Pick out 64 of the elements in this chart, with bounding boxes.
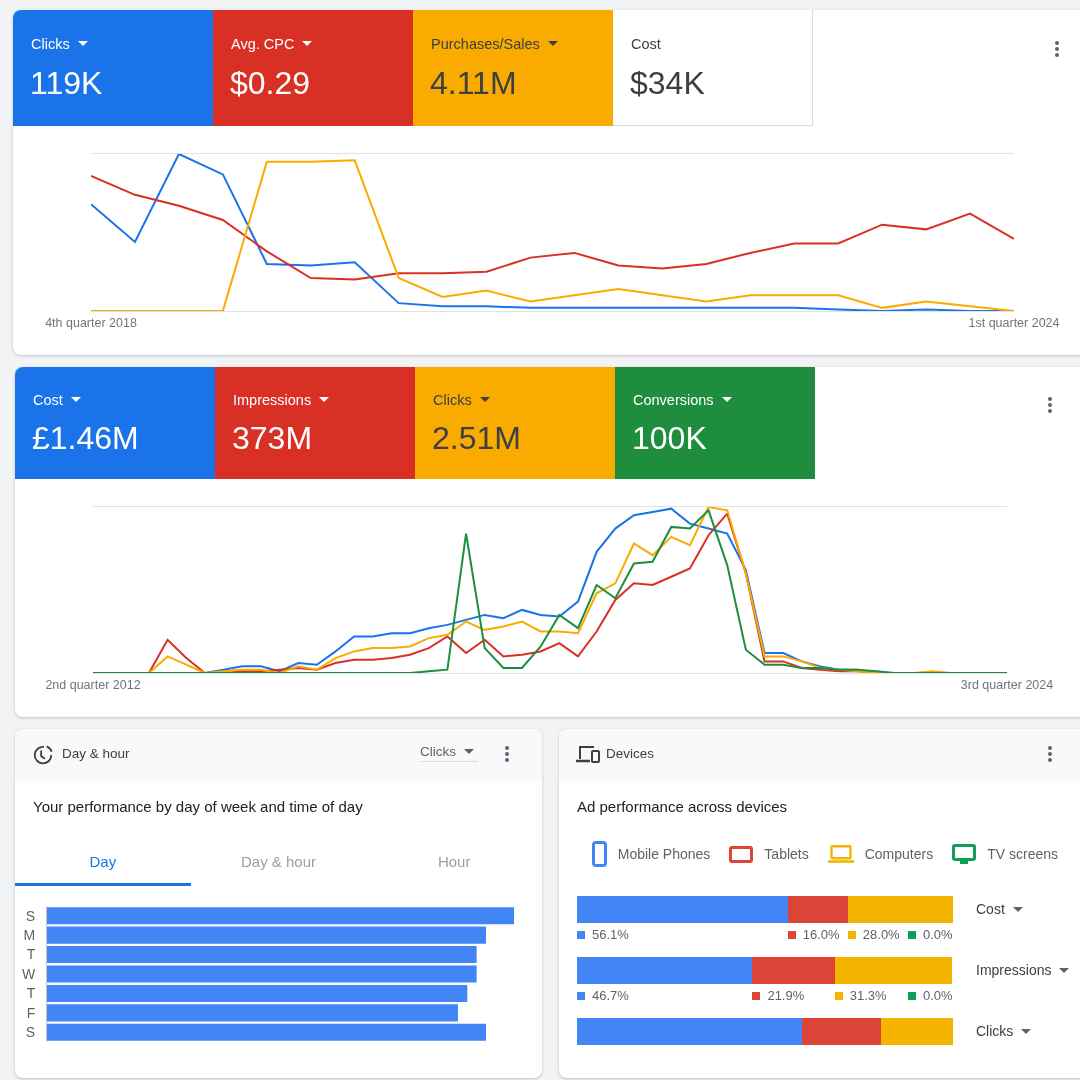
bar	[802, 1017, 882, 1046]
bar	[834, 956, 953, 985]
x-tick-label: 4th quarter 2018	[45, 316, 137, 330]
bar	[47, 907, 514, 925]
text: Avg. CPC	[231, 35, 295, 52]
text: $0.29	[230, 64, 311, 102]
text: Impressions	[233, 391, 312, 408]
data-label: 31.3%	[849, 988, 887, 1003]
text: 373M	[232, 419, 313, 457]
text: Hour	[436, 853, 472, 870]
text: £1.46M	[32, 419, 139, 457]
y-tick-label: Cost	[976, 901, 1005, 918]
bar	[47, 984, 468, 1002]
text: Clicks	[433, 391, 472, 408]
chart-title: Devices	[606, 746, 655, 761]
bar	[881, 1017, 953, 1046]
data-label: 16.0%	[802, 927, 840, 942]
x-tick-label: 3rd quarter 2024	[960, 678, 1054, 692]
x-tick-label: 1st quarter 2024	[968, 316, 1060, 330]
text: Conversions	[633, 391, 714, 408]
y-tick-label: W	[21, 965, 36, 982]
legend-label: Mobile Phones	[617, 846, 711, 862]
bar	[47, 926, 486, 944]
x-tick-label: 2nd quarter 2012	[45, 678, 141, 692]
data-label: 0.0%	[923, 927, 953, 942]
text: Day	[88, 853, 118, 870]
bar	[577, 895, 788, 924]
bar	[787, 895, 848, 924]
text: Clicks	[420, 744, 456, 759]
legend-label: TV screens	[987, 846, 1058, 862]
text: 4.11M	[430, 64, 517, 102]
bar	[577, 1017, 803, 1046]
chart-subtitle: Your performance by day of week and time of day	[33, 798, 363, 815]
text: Purchases/Sales	[431, 35, 540, 52]
data-label: 0.0%	[923, 988, 953, 1003]
data-label: 28.0%	[862, 927, 900, 942]
chart-subtitle: Ad performance across devices	[577, 798, 788, 815]
y-tick-label: M	[23, 927, 36, 944]
bar	[47, 946, 477, 964]
bar	[47, 965, 477, 983]
y-tick-label: Clicks	[976, 1023, 1014, 1040]
text: Day & hour	[239, 853, 317, 870]
y-tick-label: T	[26, 946, 36, 963]
y-tick-label: S	[25, 907, 36, 924]
bar	[752, 956, 835, 985]
y-tick-label: F	[26, 1004, 36, 1021]
y-tick-label: S	[25, 1024, 36, 1041]
text: 119K	[30, 64, 103, 102]
y-tick-label: Impressions	[976, 962, 1052, 979]
data-label: 46.7%	[592, 988, 629, 1003]
bar	[577, 956, 753, 985]
bar	[47, 1023, 486, 1041]
text: Cost	[631, 35, 661, 52]
text: 2.51M	[432, 419, 521, 457]
bar	[47, 1004, 458, 1022]
legend-label: Computers	[864, 846, 934, 862]
bar	[847, 895, 953, 924]
legend-label: Tablets	[764, 846, 809, 862]
text: 100K	[632, 419, 707, 457]
text: $34K	[630, 64, 705, 102]
data-label: 21.9%	[767, 988, 805, 1003]
y-tick-label: T	[26, 985, 36, 1002]
data-label: 56.1%	[592, 927, 629, 942]
chart-title: Day & hour	[62, 746, 130, 761]
